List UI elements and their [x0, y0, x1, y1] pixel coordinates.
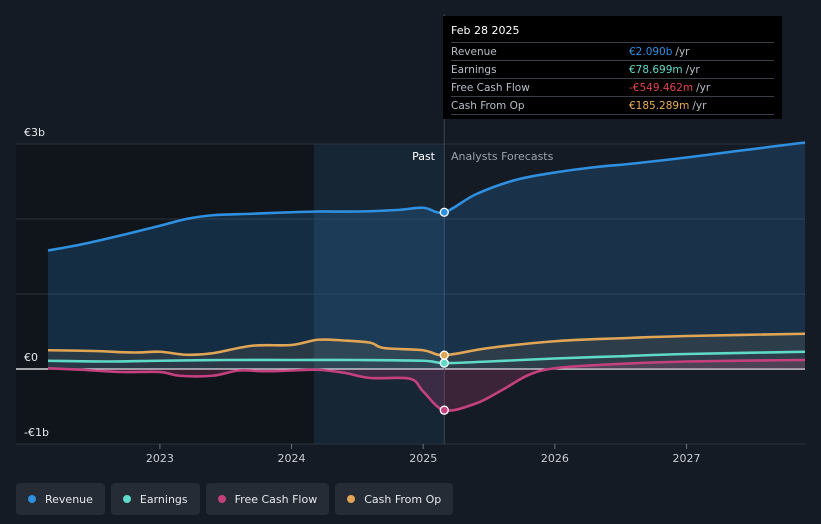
region-label-past: Past — [412, 150, 436, 163]
x-tick-label: 2023 — [146, 452, 174, 465]
y-tick-label-bottom: -€1b — [24, 426, 49, 439]
tooltip-label: Revenue — [451, 45, 497, 58]
legend: Revenue Earnings Free Cash Flow Cash Fro… — [16, 483, 454, 515]
tooltip-unit: /yr — [692, 99, 707, 112]
free-cash-flow-line — [47, 358, 806, 412]
legend-item-free-cash-flow[interactable]: Free Cash Flow — [205, 483, 330, 515]
legend-label: Earnings — [139, 492, 188, 506]
tooltip-date: Feb 28 2025 — [451, 24, 774, 43]
legend-item-revenue[interactable]: Revenue — [16, 483, 105, 515]
x-tick-label: 2024 — [278, 452, 306, 465]
revenue-area — [48, 142, 805, 369]
cash-from-op-line — [47, 332, 806, 357]
tooltip-value: €78.699m — [629, 63, 683, 76]
tooltip-value: €185.289m — [629, 99, 690, 112]
revenue-line — [47, 141, 806, 252]
tooltip-row-cash-from-op: Cash From Op €185.289m /yr — [451, 97, 774, 115]
tooltip-label: Earnings — [451, 63, 497, 76]
legend-dot-icon — [28, 495, 36, 503]
legend-label: Revenue — [45, 492, 93, 506]
x-tick-label: 2025 — [409, 452, 437, 465]
x-tick-label: 2026 — [541, 452, 569, 465]
tooltip-unit: /yr — [675, 45, 690, 58]
data-tooltip: Feb 28 2025 Revenue €2.090b /yr Earnings… — [443, 16, 782, 119]
tooltip-row-free-cash-flow: Free Cash Flow -€549.462m /yr — [451, 79, 774, 97]
legend-dot-icon — [217, 495, 226, 503]
tooltip-row-revenue: Revenue €2.090b /yr — [451, 43, 774, 61]
tooltip-label: Cash From Op — [451, 99, 525, 112]
legend-item-earnings[interactable]: Earnings — [110, 483, 200, 515]
legend-label: Free Cash Flow — [234, 492, 318, 506]
x-tick-label: 2027 — [673, 452, 701, 465]
legend-dot-icon — [347, 495, 356, 503]
y-tick-label-top: €3b — [24, 126, 45, 139]
legend-item-cash-from-op[interactable]: Cash From Op — [335, 483, 454, 515]
region-label-forecast: Analysts Forecasts — [451, 150, 554, 163]
tooltip-label: Free Cash Flow — [451, 81, 530, 94]
series-markers — [439, 207, 449, 415]
revenue-marker — [439, 207, 449, 217]
tooltip-value: €2.090b — [629, 45, 673, 58]
x-axis: 2023 2024 2025 2026 2027 — [146, 444, 701, 465]
tooltip-unit: /yr — [696, 81, 711, 94]
cash-from-op-marker — [439, 350, 449, 360]
earnings-marker — [439, 358, 449, 368]
free-cash-flow-area — [48, 360, 805, 411]
earnings-line — [47, 350, 806, 365]
tooltip-value: -€549.462m — [629, 81, 694, 94]
y-tick-label-zero: €0 — [24, 351, 38, 364]
free-cash-flow-marker — [439, 405, 449, 415]
legend-label: Cash From Op — [364, 492, 442, 506]
legend-dot-icon — [122, 495, 131, 503]
series-lines — [47, 141, 806, 412]
tooltip-row-earnings: Earnings €78.699m /yr — [451, 61, 774, 79]
tooltip-unit: /yr — [685, 63, 700, 76]
